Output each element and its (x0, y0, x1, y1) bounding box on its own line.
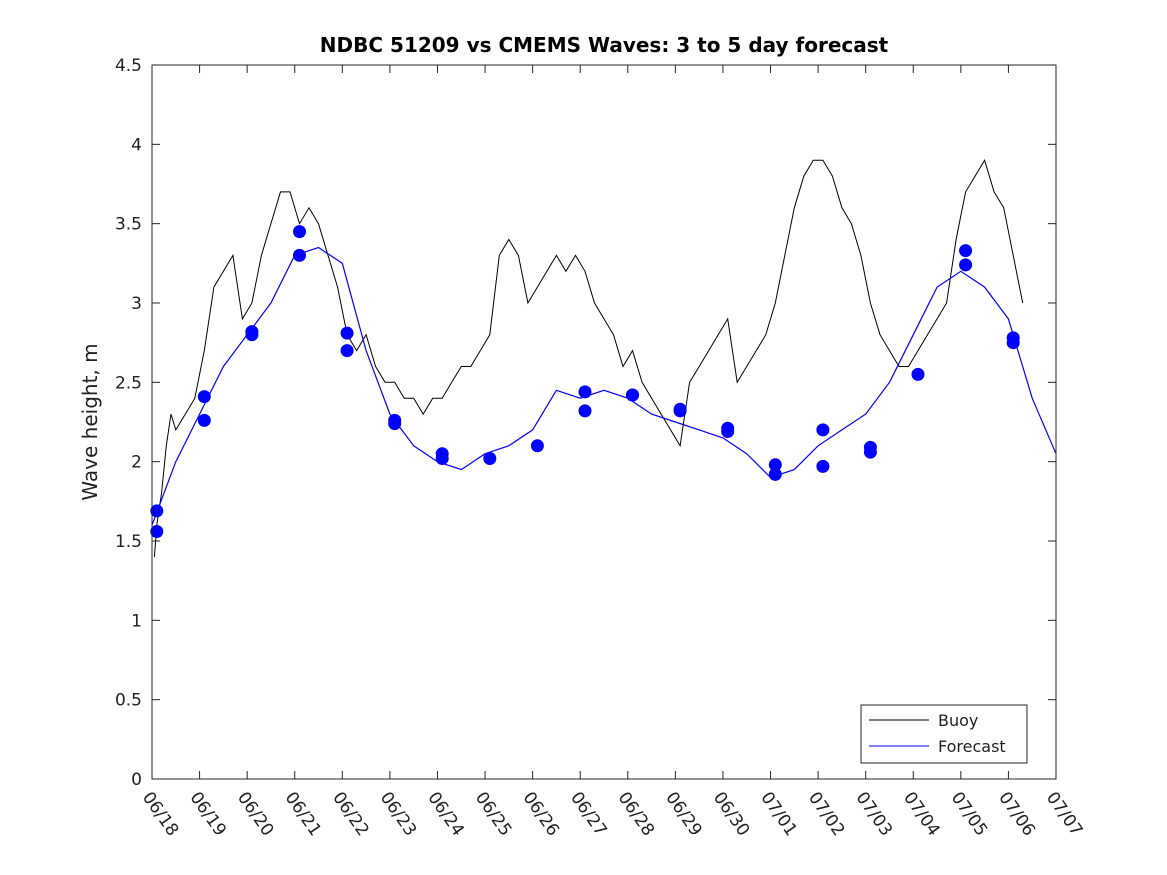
y-tick-label: 1.5 (115, 532, 142, 552)
x-tick-label: 07/04 (899, 788, 943, 840)
x-tick-label: 07/07 (1042, 788, 1086, 840)
forecast-marker (197, 413, 211, 427)
x-tick-label: 06/28 (614, 788, 658, 840)
forecast-marker (197, 390, 211, 404)
forecast-marker (959, 244, 973, 258)
forecast-marker (721, 425, 735, 438)
forecast-marker (388, 417, 402, 431)
forecast-marker (673, 404, 687, 418)
x-tick-label: 06/25 (471, 788, 515, 840)
x-tick-label: 06/18 (138, 788, 182, 840)
forecast-marker (245, 328, 259, 342)
series-line-buoy (153, 158, 1024, 557)
x-tick-label: 06/30 (709, 788, 753, 840)
legend-box (860, 704, 1028, 764)
y-tick-label: 0.5 (115, 691, 142, 711)
forecast-marker (340, 326, 354, 340)
chart-title: NDBC 51209 vs CMEMS Waves: 3 to 5 day fo… (320, 33, 889, 57)
x-tick-label: 07/02 (804, 788, 848, 840)
forecast-marker (768, 458, 782, 472)
x-tick-label: 06/19 (185, 788, 229, 840)
x-tick-label: 06/21 (281, 788, 325, 840)
y-axis-label: Wave height, m (78, 343, 102, 500)
legend: Buoy Forecast (860, 704, 1028, 764)
forecast-marker (293, 225, 306, 239)
legend-forecast-label: Forecast (938, 737, 1006, 756)
forecast-marker (578, 404, 592, 418)
x-tick-label: 06/23 (376, 788, 420, 840)
x-tick-label: 06/20 (233, 788, 277, 840)
plot-area (152, 65, 1056, 779)
forecast-marker (768, 467, 782, 481)
y-tick-label: 0 (131, 770, 142, 790)
forecast-marker (578, 385, 592, 399)
y-tick-label: 4.5 (115, 56, 142, 76)
plot-frame (151, 64, 1057, 780)
x-tick-label: 07/06 (994, 788, 1038, 840)
x-tick-label: 06/24 (423, 788, 467, 840)
x-tick-label: 06/29 (661, 788, 705, 840)
x-tick-label: 06/27 (566, 788, 610, 840)
y-tick-label: 1 (131, 611, 142, 631)
x-tick-label: 07/05 (947, 788, 991, 840)
forecast-marker (626, 388, 639, 402)
forecast-marker (150, 525, 164, 538)
forecast-marker (816, 459, 830, 473)
forecast-marker (435, 452, 449, 465)
forecast-marker (863, 445, 877, 459)
legend-buoy-label: Buoy (938, 711, 978, 730)
series-layer (150, 158, 1057, 557)
y-axis-ticks: 0 0.5 1 1.5 2 2.5 3 3.5 4 4.5 (115, 56, 1056, 790)
forecast-marker (1006, 336, 1020, 350)
forecast-marker (293, 248, 306, 262)
y-tick-label: 4 (131, 135, 142, 155)
forecast-marker (911, 367, 925, 381)
x-tick-label: 06/22 (328, 788, 372, 840)
y-tick-label: 2 (131, 453, 142, 473)
y-tick-label: 2.5 (115, 373, 142, 393)
forecast-marker (530, 439, 544, 453)
y-tick-label: 3 (131, 294, 142, 314)
forecast-marker (150, 504, 164, 518)
forecast-marker (483, 452, 497, 465)
forecast-marker (816, 423, 830, 437)
forecast-marker (340, 344, 354, 358)
x-tick-label: 06/26 (519, 788, 563, 840)
x-tick-label: 07/01 (756, 788, 800, 840)
forecast-marker (959, 258, 973, 272)
y-tick-label: 3.5 (115, 215, 142, 235)
x-tick-label: 07/03 (852, 788, 896, 840)
